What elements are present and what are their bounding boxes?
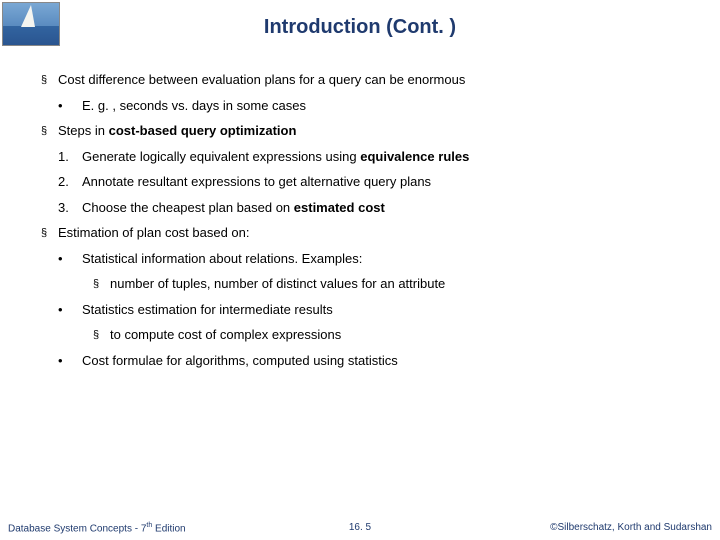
bullet-number: 2. [58,172,82,192]
slide-content: § Cost difference between evaluation pla… [30,70,700,376]
bullet-square-icon: § [82,325,110,344]
bullet-square-icon: § [82,274,110,293]
bullet-text: Generate logically equivalent expression… [82,147,700,167]
bullet-text: Statistical information about relations.… [82,249,700,269]
bullet-text: Estimation of plan cost based on: [58,223,700,243]
bullet-text: number of tuples, number of distinct val… [110,274,700,294]
footer-slide-number: 16. 5 [8,522,712,533]
bullet-dot-icon: • [58,249,82,269]
bullet-dot-icon: • [58,96,82,116]
bullet-text: to compute cost of complex expressions [110,325,700,345]
bullet-text: Cost difference between evaluation plans… [58,70,700,90]
bullet-text: Steps in cost-based query optimization [58,121,700,141]
bullet-square-icon: § [30,223,58,242]
slide-title: Introduction (Cont. ) [0,16,720,39]
bullet-dot-icon: • [58,351,82,371]
bullet-square-icon: § [30,70,58,89]
bullet-number: 3. [58,198,82,218]
bullet-text: Annotate resultant expressions to get al… [82,172,700,192]
bullet-dot-icon: • [58,300,82,320]
bullet-square-icon: § [30,121,58,140]
bullet-text: E. g. , seconds vs. days in some cases [82,96,700,116]
bullet-number: 1. [58,147,82,167]
bullet-text: Cost formulae for algorithms, computed u… [82,351,700,371]
bullet-text: Choose the cheapest plan based on estima… [82,198,700,218]
slide-footer: Database System Concepts - 7th Edition 1… [8,522,712,534]
bullet-text: Statistics estimation for intermediate r… [82,300,700,320]
